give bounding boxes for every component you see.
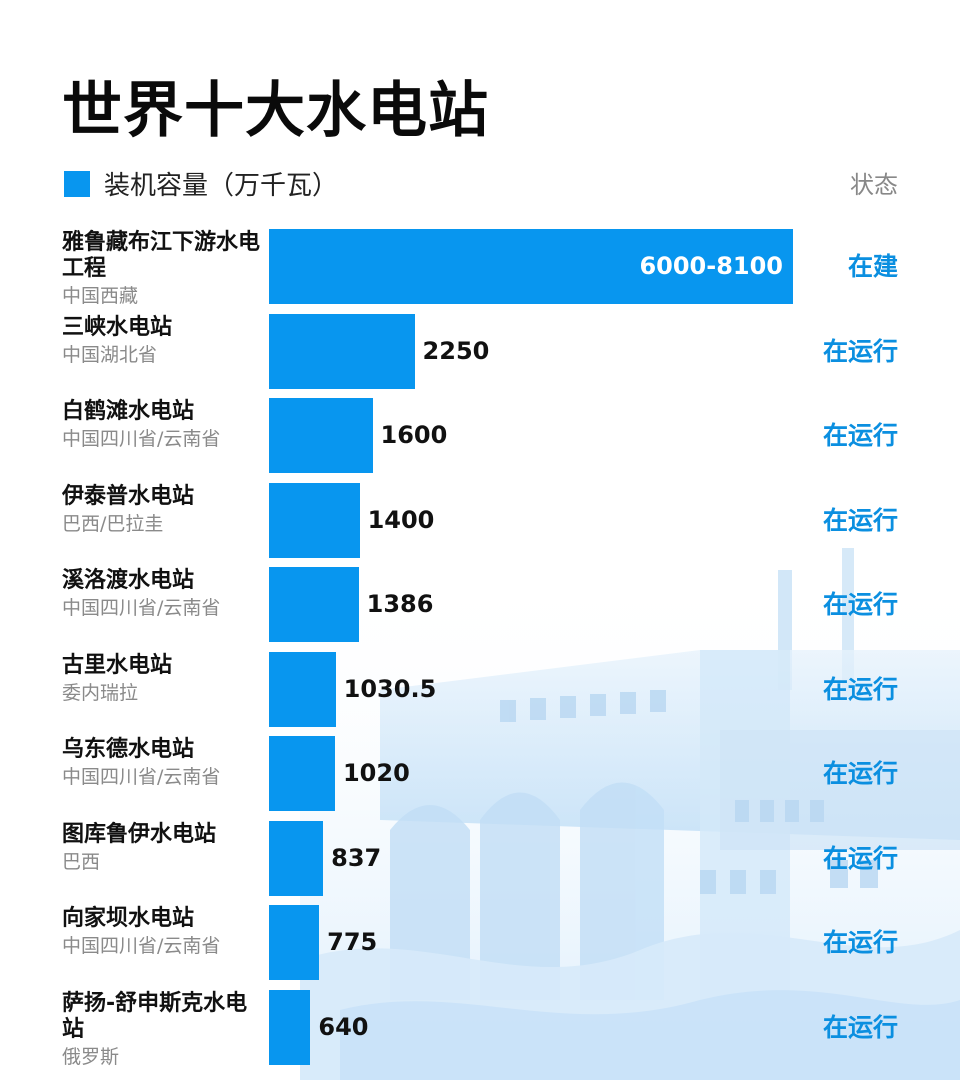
legend-label: 装机容量（万千瓦） xyxy=(104,171,339,201)
status-label: 在运行 xyxy=(822,843,898,873)
station-location: 中国四川省/云南省 xyxy=(62,766,221,788)
chart-row: 溪洛渡水电站中国四川省/云南省 1386 在运行 xyxy=(0,564,960,649)
status-label: 在运行 xyxy=(822,505,898,535)
station-label: 图库鲁伊水电站 巴西 xyxy=(62,822,262,874)
chart-row: 伊泰普水电站 巴西/巴拉圭 1400 在运行 xyxy=(0,480,960,565)
status-label: 在运行 xyxy=(822,421,898,450)
status-column-header: 状态 xyxy=(850,171,898,199)
station-label: 三峡水电站中国湖北省 xyxy=(62,315,262,367)
station-name: 古里水电站 xyxy=(62,652,173,678)
station-name: 三峡水电站 xyxy=(62,314,173,340)
station-location: 中国四川省/云南省 xyxy=(62,935,221,957)
station-name: 萨扬-舒申斯克水电站 xyxy=(62,990,248,1042)
station-label: 雅鲁藏布江下游水电工程中国西藏 xyxy=(62,230,262,308)
station-location: 俄罗斯 xyxy=(62,1045,120,1068)
status-label: 在运行 xyxy=(822,1012,898,1042)
station-location: 中国四川省/云南省 xyxy=(62,597,221,619)
bar-value-label: 1400 xyxy=(367,505,435,534)
bar-value-label: 1030.5 xyxy=(343,674,437,703)
legend-swatch xyxy=(64,170,90,197)
station-label: 伊泰普水电站 巴西/巴拉圭 xyxy=(62,484,262,536)
capacity-bar xyxy=(269,905,320,980)
chart-row: 白鹤滩水电站中国四川省/云南省 1600 在运行 xyxy=(0,395,960,480)
status-label: 在运行 xyxy=(822,928,898,957)
page-title: 世界十大水电站 xyxy=(62,76,489,146)
capacity-bar xyxy=(269,989,311,1065)
bar-value-label: 6000-8100 xyxy=(639,252,783,280)
bar-chart: 雅鲁藏布江下游水电工程中国西藏 6000-8100 在建三峡水电站中国湖北省 2250… xyxy=(0,226,960,1071)
bar-value-label: 775 xyxy=(327,928,378,956)
status-label: 在运行 xyxy=(822,336,898,366)
chart-row: 三峡水电站中国湖北省 2250 在运行 xyxy=(0,311,960,396)
station-name: 溪洛渡水电站 xyxy=(62,568,195,593)
station-name: 雅鲁藏布江下游水电工程 xyxy=(62,230,261,281)
chart-row: 向家坝水电站中国四川省/云南省 775 在运行 xyxy=(0,902,960,987)
station-location: 委内瑞拉 xyxy=(62,681,139,704)
station-name: 图库鲁伊水电站 xyxy=(62,821,217,847)
chart-row: 图库鲁伊水电站 巴西 837 在运行 xyxy=(0,818,960,903)
capacity-bar xyxy=(269,820,324,896)
station-label: 古里水电站 委内瑞拉 xyxy=(62,653,262,705)
capacity-bar xyxy=(269,651,336,727)
bar-value-label: 837 xyxy=(331,843,382,872)
station-label: 乌东德水电站中国四川省/云南省 xyxy=(62,737,262,789)
station-name: 向家坝水电站 xyxy=(62,906,195,931)
station-location: 巴西 xyxy=(62,850,101,873)
capacity-bar xyxy=(269,736,335,811)
chart-row: 萨扬-舒申斯克水电站俄罗斯 640 在运行 xyxy=(0,987,960,1072)
legend: 装机容量（万千瓦） xyxy=(64,165,338,202)
station-name: 伊泰普水电站 xyxy=(62,483,195,509)
bar-value-label: 640 xyxy=(318,1012,369,1041)
chart-row: 雅鲁藏布江下游水电工程中国西藏 6000-8100 在建 xyxy=(0,226,960,311)
status-label: 在运行 xyxy=(822,590,898,619)
station-location: 中国西藏 xyxy=(62,285,139,307)
capacity-bar xyxy=(269,229,793,304)
capacity-bar xyxy=(269,482,360,558)
bar-value-label: 1386 xyxy=(366,590,434,618)
station-label: 向家坝水电站中国四川省/云南省 xyxy=(62,906,262,958)
chart-row: 乌东德水电站中国四川省/云南省 1020 在运行 xyxy=(0,733,960,818)
status-label: 在运行 xyxy=(822,674,898,704)
capacity-bar xyxy=(269,398,373,473)
bar-value-label: 2250 xyxy=(422,336,490,365)
station-label: 白鹤滩水电站中国四川省/云南省 xyxy=(62,399,262,451)
status-label: 在运行 xyxy=(822,759,898,788)
capacity-bar xyxy=(269,313,415,389)
chart-row: 古里水电站委内瑞拉 1030.5 在运行 xyxy=(0,649,960,734)
station-name: 白鹤滩水电站 xyxy=(62,399,195,424)
station-label: 萨扬-舒申斯克水电站俄罗斯 xyxy=(62,991,262,1069)
status-label: 在建 xyxy=(847,252,898,281)
station-location: 巴西/巴拉圭 xyxy=(62,512,164,535)
capacity-bar xyxy=(269,567,359,642)
bar-value-label: 1600 xyxy=(380,421,448,449)
station-name: 乌东德水电站 xyxy=(62,737,195,762)
station-label: 溪洛渡水电站中国四川省/云南省 xyxy=(62,568,262,620)
bar-value-label: 1020 xyxy=(342,759,410,787)
station-location: 中国湖北省 xyxy=(62,343,158,366)
station-location: 中国四川省/云南省 xyxy=(62,428,221,450)
